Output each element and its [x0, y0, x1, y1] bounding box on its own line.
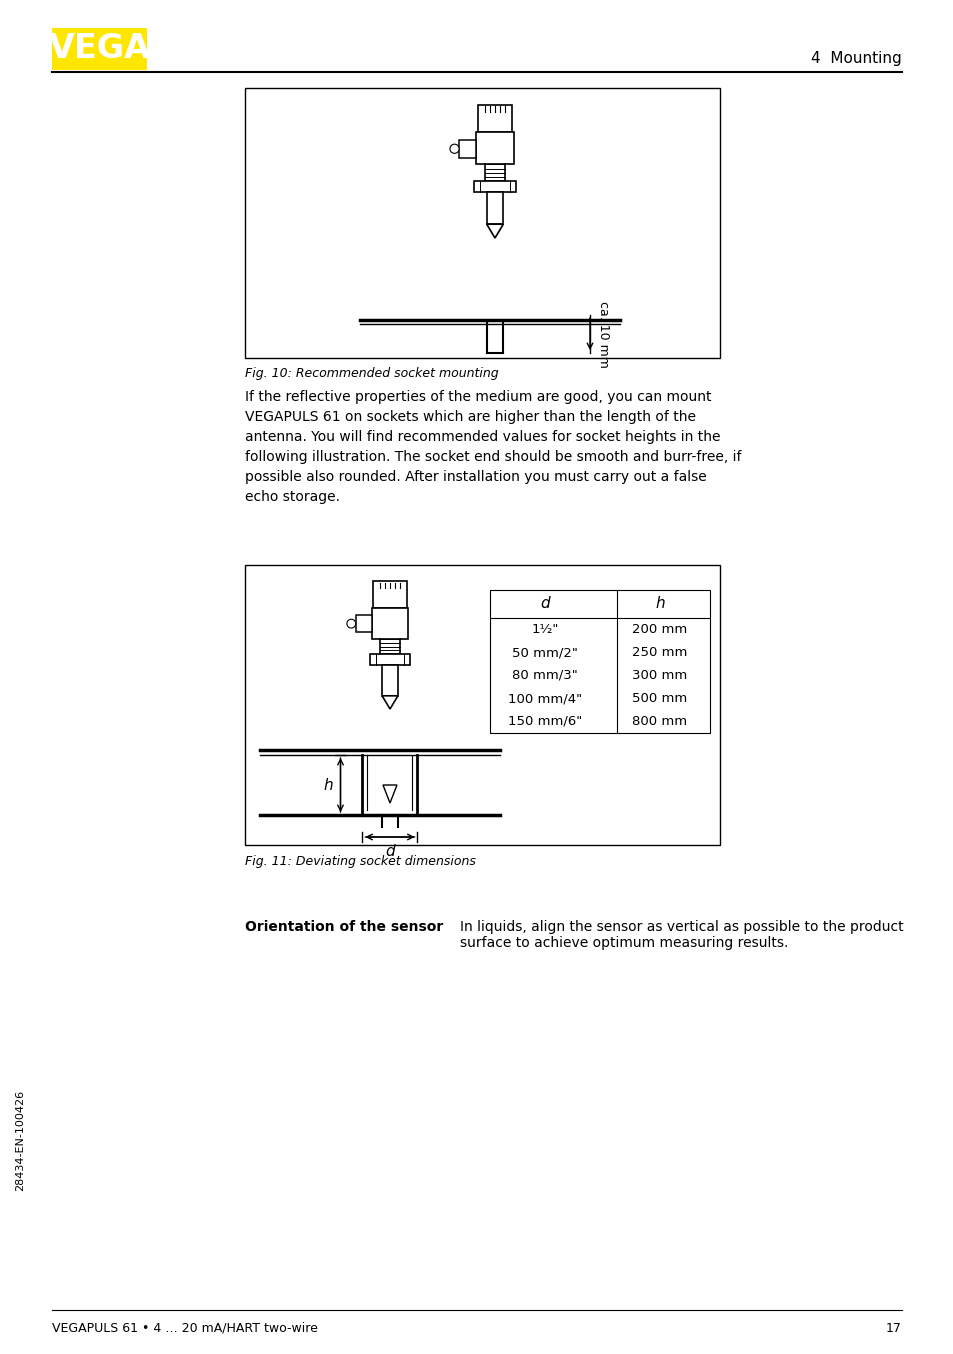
Text: 250 mm: 250 mm [632, 646, 687, 659]
Text: 100 mm/4": 100 mm/4" [507, 692, 581, 705]
Text: VEGAPULS 61 • 4 … 20 mA/HART two-wire: VEGAPULS 61 • 4 … 20 mA/HART two-wire [52, 1322, 317, 1335]
Text: 1½": 1½" [531, 623, 558, 636]
Polygon shape [486, 225, 503, 238]
Bar [370, 654, 410, 665]
Circle shape [450, 144, 458, 153]
Text: ca. 10 mm: ca. 10 mm [597, 301, 610, 367]
Text: If the reflective properties of the medium are good, you can mount: If the reflective properties of the medi… [245, 390, 711, 403]
Bar [355, 615, 371, 632]
Text: h: h [655, 597, 664, 612]
Text: Fig. 11: Deviating socket dimensions: Fig. 11: Deviating socket dimensions [245, 854, 476, 868]
Text: In liquids, align the sensor as vertical as possible to the product
surface to a: In liquids, align the sensor as vertical… [459, 919, 902, 951]
Text: echo storage.: echo storage. [245, 490, 339, 504]
Bar [476, 133, 514, 164]
Text: 500 mm: 500 mm [632, 692, 687, 705]
Text: 80 mm/3": 80 mm/3" [512, 669, 578, 682]
Text: possible also rounded. After installation you must carry out a false: possible also rounded. After installatio… [245, 470, 706, 483]
Text: 300 mm: 300 mm [632, 669, 687, 682]
Text: h: h [323, 777, 333, 792]
Text: 17: 17 [885, 1322, 901, 1335]
Circle shape [347, 619, 355, 628]
Text: VEGAPULS 61 on sockets which are higher than the length of the: VEGAPULS 61 on sockets which are higher … [245, 410, 696, 424]
Bar [477, 104, 512, 133]
Bar [245, 88, 720, 357]
Text: Orientation of the sensor: Orientation of the sensor [245, 919, 443, 934]
Bar [371, 608, 408, 639]
Bar [52, 28, 147, 70]
Bar [474, 181, 516, 192]
Bar [382, 665, 397, 696]
Text: 150 mm/6": 150 mm/6" [507, 715, 581, 728]
Text: 800 mm: 800 mm [632, 715, 687, 728]
Text: 50 mm/2": 50 mm/2" [512, 646, 578, 659]
Polygon shape [382, 785, 396, 803]
Text: following illustration. The socket end should be smooth and burr-free, if: following illustration. The socket end s… [245, 450, 740, 464]
Text: 28434-EN-100426: 28434-EN-100426 [15, 1090, 25, 1190]
Bar [486, 192, 503, 225]
Text: d: d [385, 845, 395, 860]
Polygon shape [382, 696, 397, 709]
Text: 200 mm: 200 mm [632, 623, 687, 636]
Bar [245, 565, 720, 845]
Text: VEGA: VEGA [49, 32, 151, 65]
Text: antenna. You will find recommended values for socket heights in the: antenna. You will find recommended value… [245, 431, 720, 444]
Bar [373, 581, 406, 608]
Text: d: d [539, 597, 549, 612]
Text: 4  Mounting: 4 Mounting [810, 50, 901, 65]
Text: Fig. 10: Recommended socket mounting: Fig. 10: Recommended socket mounting [245, 367, 498, 380]
Bar [490, 590, 709, 733]
Bar [458, 139, 476, 158]
